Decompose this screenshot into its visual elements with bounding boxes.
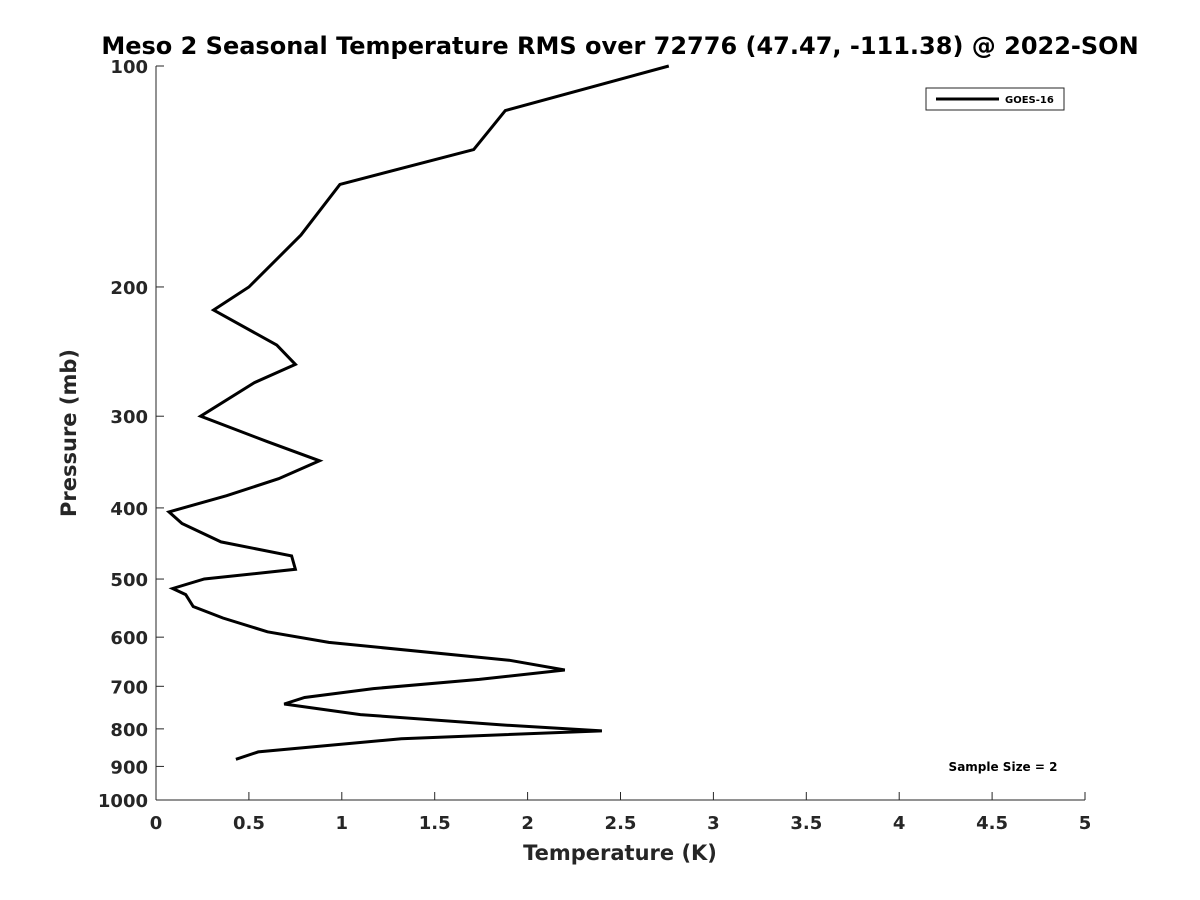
y-axis-label: Pressure (mb) bbox=[57, 349, 81, 517]
legend-label: GOES-16 bbox=[1005, 95, 1054, 106]
legend: GOES-16 bbox=[925, 87, 1065, 111]
x-tick-label: 0 bbox=[150, 813, 163, 834]
x-tick-label: 2 bbox=[521, 813, 534, 834]
x-tick-label: 3.5 bbox=[790, 813, 822, 834]
y-tick-label: 700 bbox=[110, 677, 148, 698]
x-tick-label: 1 bbox=[336, 813, 349, 834]
x-tick-label: 1.5 bbox=[419, 813, 451, 834]
y-tick-label: 100 bbox=[110, 57, 148, 78]
y-tick-label: 200 bbox=[110, 278, 148, 299]
y-tick-label: 1000 bbox=[98, 791, 148, 812]
y-tick-label: 300 bbox=[110, 407, 148, 428]
sample-size-annotation: Sample Size = 2 bbox=[949, 760, 1058, 774]
x-tick-label: 3 bbox=[707, 813, 720, 834]
x-tick-label: 4.5 bbox=[976, 813, 1008, 834]
y-tick-label: 800 bbox=[110, 720, 148, 741]
x-tick-label: 2.5 bbox=[605, 813, 637, 834]
y-tick-label: 500 bbox=[110, 570, 148, 591]
x-tick-label: 0.5 bbox=[233, 813, 265, 834]
x-ticks: 0 0.5 1 1.5 2 2.5 3 3.5 4 4.5 5 bbox=[150, 792, 1092, 834]
y-tick-label: 400 bbox=[110, 499, 148, 520]
y-tick-label: 900 bbox=[110, 757, 148, 778]
x-axis-label: Temperature (K) bbox=[523, 841, 717, 865]
series-line bbox=[165, 64, 670, 761]
x-tick-label: 4 bbox=[893, 813, 906, 834]
y-ticks: 100 200 300 400 500 600 700 800 900 1000 bbox=[98, 57, 164, 812]
chart-title: Meso 2 Seasonal Temperature RMS over 727… bbox=[101, 32, 1138, 60]
y-tick-label: 600 bbox=[110, 628, 148, 649]
series-layer bbox=[165, 64, 670, 761]
x-tick-label: 5 bbox=[1079, 813, 1092, 834]
